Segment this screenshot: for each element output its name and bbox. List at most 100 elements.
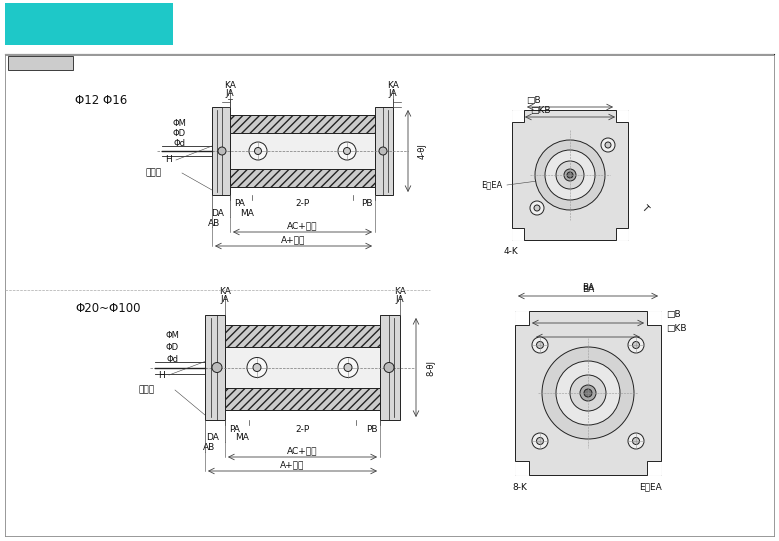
Text: ΦD: ΦD xyxy=(166,342,179,352)
Text: BA: BA xyxy=(582,283,594,293)
Circle shape xyxy=(584,389,592,397)
Circle shape xyxy=(255,148,262,155)
Circle shape xyxy=(542,347,634,439)
Circle shape xyxy=(249,142,267,160)
Text: □KB: □KB xyxy=(666,325,686,333)
Circle shape xyxy=(532,433,548,449)
Text: □B: □B xyxy=(666,311,681,320)
Bar xyxy=(515,311,661,475)
Circle shape xyxy=(545,150,595,200)
Circle shape xyxy=(247,358,267,378)
Bar xyxy=(230,169,375,187)
Circle shape xyxy=(537,438,544,445)
Text: BA: BA xyxy=(582,286,594,294)
Text: 型號:SDA: 型號:SDA xyxy=(23,58,58,68)
Circle shape xyxy=(633,438,640,445)
Circle shape xyxy=(567,172,573,178)
Text: 4-θJ: 4-θJ xyxy=(418,143,427,159)
Circle shape xyxy=(253,364,261,372)
Text: 4-K: 4-K xyxy=(504,247,519,256)
Text: 8-θJ: 8-θJ xyxy=(426,360,435,375)
Circle shape xyxy=(534,205,540,211)
Circle shape xyxy=(556,361,620,425)
Bar xyxy=(616,110,628,122)
Circle shape xyxy=(537,341,544,348)
Text: AB: AB xyxy=(203,444,215,452)
Circle shape xyxy=(628,337,644,353)
Circle shape xyxy=(344,148,351,155)
Polygon shape xyxy=(512,110,628,240)
Text: AC+行程: AC+行程 xyxy=(287,221,318,230)
Text: JA: JA xyxy=(226,89,234,97)
Text: KA: KA xyxy=(394,287,406,295)
Circle shape xyxy=(218,147,226,155)
Text: AC+行程: AC+行程 xyxy=(287,446,318,456)
Text: DA: DA xyxy=(206,433,219,443)
Bar xyxy=(5,3,173,45)
Circle shape xyxy=(338,142,356,160)
Bar xyxy=(512,110,628,240)
Text: JA: JA xyxy=(389,89,397,97)
Circle shape xyxy=(535,140,605,210)
Circle shape xyxy=(338,358,358,378)
Text: PA: PA xyxy=(229,425,240,433)
Text: JA: JA xyxy=(220,295,229,305)
Circle shape xyxy=(556,161,584,189)
Bar xyxy=(515,461,529,475)
Text: □KB: □KB xyxy=(530,105,551,115)
Text: 二面幅: 二面幅 xyxy=(139,386,155,394)
Text: Φ20~Φ100: Φ20~Φ100 xyxy=(75,301,140,314)
Text: Φd: Φd xyxy=(174,138,186,148)
Text: 8-K: 8-K xyxy=(513,483,527,492)
Text: Φ12 Φ16: Φ12 Φ16 xyxy=(75,94,127,107)
Bar xyxy=(512,110,524,122)
Text: ΦM: ΦM xyxy=(165,331,179,340)
Bar xyxy=(225,388,380,410)
Text: □B: □B xyxy=(526,96,541,104)
Text: 2-P: 2-P xyxy=(295,200,309,208)
Bar xyxy=(225,325,380,410)
Text: KA: KA xyxy=(387,81,399,89)
Text: PB: PB xyxy=(366,425,378,433)
Text: ΦD: ΦD xyxy=(173,129,186,137)
Circle shape xyxy=(580,385,596,401)
Text: AB: AB xyxy=(208,219,220,228)
Text: A+行程: A+行程 xyxy=(280,460,305,470)
Polygon shape xyxy=(515,311,661,475)
Circle shape xyxy=(379,147,387,155)
Circle shape xyxy=(344,364,352,372)
Bar xyxy=(225,347,380,388)
Circle shape xyxy=(633,341,640,348)
Bar xyxy=(647,461,661,475)
Text: ΦM: ΦM xyxy=(172,118,186,128)
Bar xyxy=(5,54,774,55)
Bar xyxy=(375,107,393,195)
Circle shape xyxy=(384,362,394,373)
Bar xyxy=(230,115,375,187)
Circle shape xyxy=(601,138,615,152)
Bar xyxy=(616,228,628,240)
Text: KA: KA xyxy=(219,287,231,295)
Bar xyxy=(230,115,375,133)
Circle shape xyxy=(628,433,644,449)
Circle shape xyxy=(564,169,576,181)
Bar xyxy=(230,133,375,169)
Text: E深EA: E深EA xyxy=(640,483,662,492)
Text: H: H xyxy=(158,371,165,379)
Bar xyxy=(8,56,73,70)
Text: PB: PB xyxy=(361,200,373,208)
Text: H: H xyxy=(165,155,172,164)
Text: MA: MA xyxy=(235,433,249,443)
Circle shape xyxy=(570,375,606,411)
Text: E深EA: E深EA xyxy=(481,181,502,189)
Text: 二面幅: 二面幅 xyxy=(146,168,162,177)
Bar xyxy=(225,325,380,410)
Bar xyxy=(205,315,225,420)
Bar xyxy=(212,107,230,195)
Text: JA: JA xyxy=(396,295,404,305)
Bar xyxy=(512,228,524,240)
Circle shape xyxy=(605,142,611,148)
Text: 外部尺寸: 外部尺寸 xyxy=(56,11,122,39)
Text: KA: KA xyxy=(224,81,236,89)
Bar xyxy=(225,325,380,347)
